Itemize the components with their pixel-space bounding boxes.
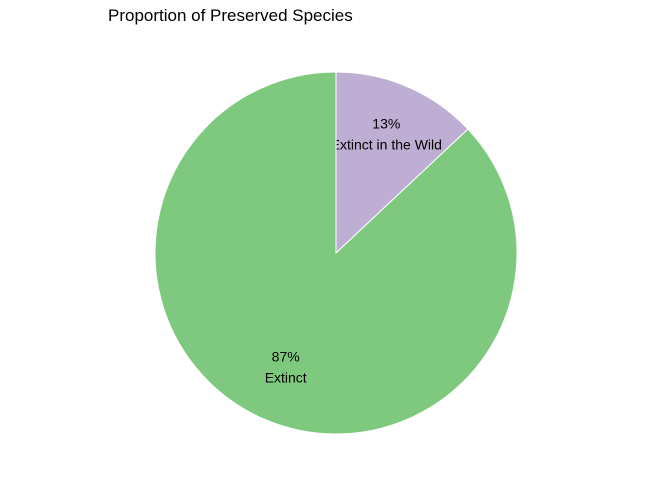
slice-percent-label: 87%: [272, 348, 300, 364]
chart-title: Proportion of Preserved Species: [108, 6, 353, 25]
pie-slice-extinct-in-the-wild: [335, 71, 469, 255]
slice-name-label: Extinct in the Wild: [331, 137, 442, 153]
slice-percent-label: 13%: [372, 116, 400, 132]
pie-slice-extinct: [154, 71, 518, 435]
slice-name-label: Extinct: [265, 369, 307, 385]
